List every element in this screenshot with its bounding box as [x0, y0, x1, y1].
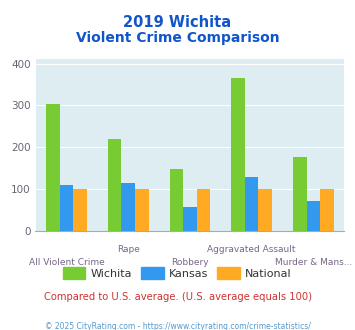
Bar: [60, 185, 73, 231]
Bar: [231, 78, 245, 231]
Bar: [135, 189, 148, 231]
Text: Robbery: Robbery: [171, 258, 209, 267]
Bar: [197, 189, 210, 231]
Bar: [245, 178, 258, 231]
Legend: Wichita, Kansas, National: Wichita, Kansas, National: [59, 263, 296, 283]
Bar: [73, 189, 87, 231]
Bar: [258, 189, 272, 231]
Text: Rape: Rape: [117, 245, 140, 254]
Bar: [307, 201, 320, 231]
Bar: [121, 183, 135, 231]
Bar: [170, 169, 183, 231]
Bar: [46, 104, 60, 231]
Text: 2019 Wichita: 2019 Wichita: [124, 15, 231, 30]
Bar: [293, 156, 307, 231]
Bar: [108, 139, 121, 231]
Text: Murder & Mans...: Murder & Mans...: [275, 258, 352, 267]
Bar: [183, 207, 197, 231]
Text: Aggravated Assault: Aggravated Assault: [207, 245, 296, 254]
Text: Compared to U.S. average. (U.S. average equals 100): Compared to U.S. average. (U.S. average …: [44, 292, 311, 302]
Text: All Violent Crime: All Violent Crime: [28, 258, 104, 267]
Text: © 2025 CityRating.com - https://www.cityrating.com/crime-statistics/: © 2025 CityRating.com - https://www.city…: [45, 322, 310, 330]
Bar: [320, 189, 334, 231]
Text: Violent Crime Comparison: Violent Crime Comparison: [76, 31, 279, 45]
